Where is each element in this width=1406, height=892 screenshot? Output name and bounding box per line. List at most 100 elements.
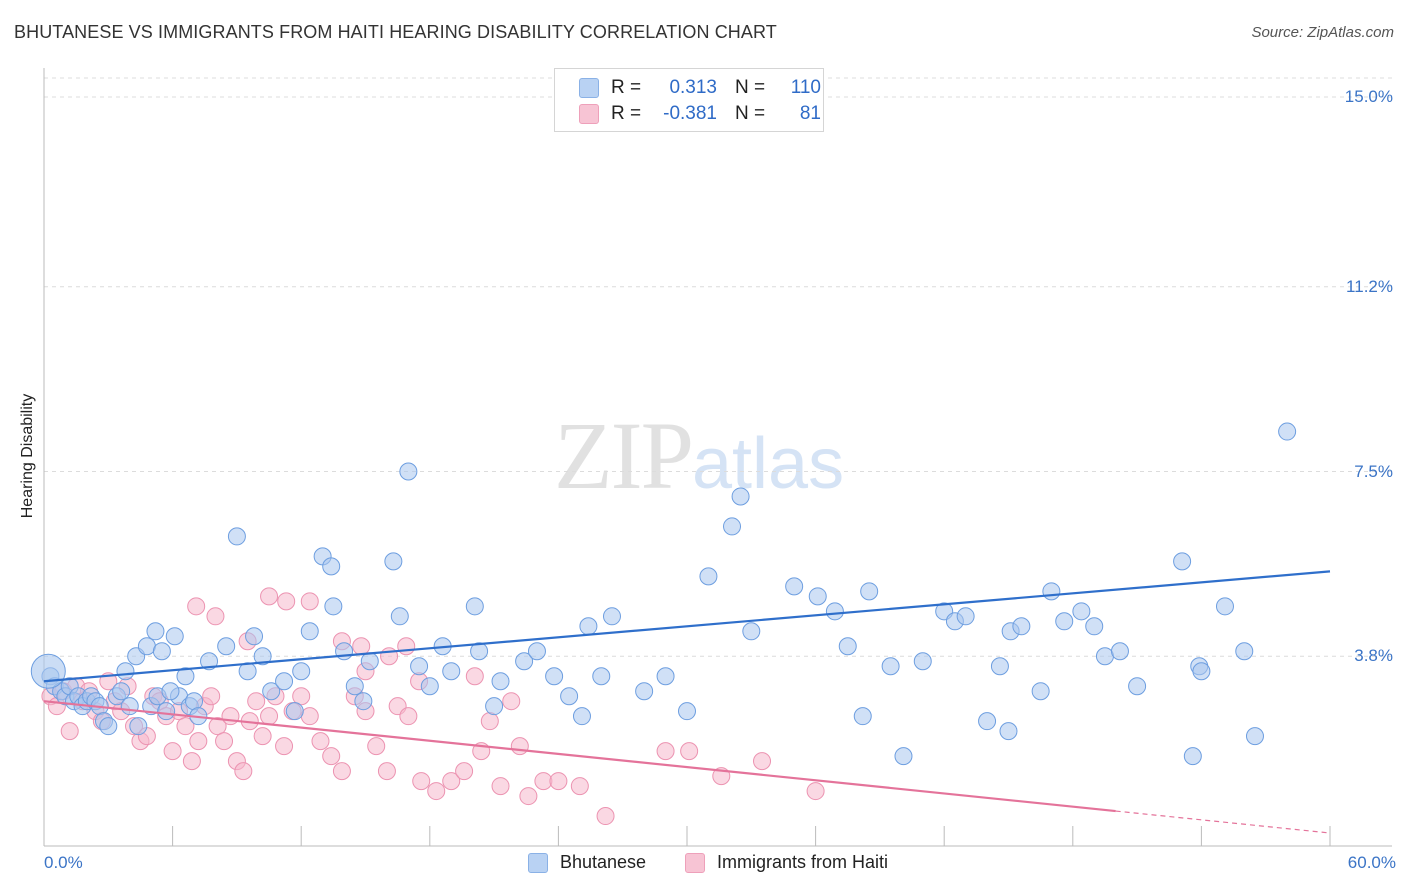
bhutanese-point [999,722,1018,741]
bhutanese-point [161,682,180,701]
watermark-atlas: atlas [692,424,845,504]
haiti-point [510,737,529,756]
haiti-point [680,742,699,761]
bhutanese-point [157,702,176,721]
bhutanese-point [656,667,675,686]
bhutanese-point [112,682,131,701]
bhutanese-point [699,567,718,586]
bhutanese-point [515,652,534,671]
y-tick-label: 7.5% [1354,461,1393,481]
r-label: R = [611,77,642,98]
gridlines [44,77,1392,657]
bhutanese-point [678,702,696,721]
bhutanese-point [1173,552,1192,571]
haiti-point [465,667,484,686]
bhutanese-point [227,527,246,546]
legend-row-bhutanese: R = 0.313 N = 110 [579,76,821,100]
bhutanese-point [1110,642,1129,661]
haiti-point [215,732,234,751]
bhutanese-point [129,717,148,736]
y-tick-label: 3.8% [1354,646,1393,666]
haiti-point [427,782,446,801]
legend-swatch-pink [579,104,599,124]
bhutanese-point [731,487,750,506]
bhutanese-point [99,717,118,736]
haiti-point [234,762,253,781]
legend-label-haiti: Immigrants from Haiti [717,852,889,872]
haiti-point [480,712,499,731]
bhutanese-point [742,622,761,641]
bhutanese-point [1042,582,1061,601]
haiti-point [502,692,521,711]
legend-label-bhutanese: Bhutanese [560,852,647,872]
legend-swatch-pink [685,852,705,873]
bhutanese-point [152,642,171,661]
bhutanese-point [1072,602,1091,621]
bhutanese-point [322,557,341,576]
bhutanese-point [176,667,195,686]
n-label: N = [735,77,766,98]
bhutanese-point [592,667,611,686]
haiti-point [260,707,279,726]
bhutanese-point [808,587,827,606]
legend-swatch-blue [579,78,599,98]
haiti-point [187,597,206,616]
bhutanese-point [217,637,236,656]
haiti-point [399,707,418,726]
bhutanese-point [465,597,484,616]
watermark: ZIPatlas [554,400,844,511]
bhutanese-point [1128,677,1147,696]
trend-lines [43,570,1331,834]
bhutanese-point [1012,617,1031,636]
haiti-point [292,687,311,706]
haiti-point [277,592,296,611]
bhutanese-point [785,577,804,596]
bhutanese-point [137,637,156,656]
haiti-point [275,737,294,756]
bhutanese-point [853,707,872,726]
haiti-point [519,787,538,806]
bhutanese-point [1031,682,1050,701]
haiti-point [367,737,386,756]
haiti-point [455,762,474,781]
bhutanese-point [200,652,219,671]
n-value: 110 [790,77,821,98]
bhutanese-point [1278,422,1297,441]
bhutanese-point [116,662,135,681]
trend-line-haiti-extension [1115,810,1331,834]
haiti-point [163,742,182,761]
axes [43,68,1392,847]
bhutanese-point [165,627,184,646]
bhutanese-point [723,517,742,536]
bhutanese-point [825,602,844,621]
legend-item-haiti[interactable]: Immigrants from Haiti [685,852,888,873]
haiti-point [300,707,319,726]
haiti-point [60,722,79,741]
bhutanese-point [560,687,579,706]
bhutanese-point [978,712,997,731]
bhutanese-point [579,617,598,636]
haiti-point [352,637,371,656]
bhutanese-point [894,747,913,766]
bhutanese-point [185,692,204,711]
chart-title: BHUTANESE VS IMMIGRANTS FROM HAITI HEARI… [14,22,777,42]
stats-legend: R = 0.313 N = 110 R = -0.381 N = 81 [554,68,824,132]
bhutanese-point [990,657,1009,676]
legend-item-bhutanese[interactable]: Bhutanese [528,852,646,873]
haiti-point [189,732,208,751]
haiti-point [208,717,227,736]
haiti-point [247,692,266,711]
x-tick-label-min: 0.0% [44,853,83,872]
r-label: R = [611,103,642,124]
bhutanese-point [146,622,165,641]
haiti-point [412,772,431,791]
bhutanese-point [245,627,264,646]
series-haiti-points [41,587,825,826]
legend-swatch-blue [528,852,548,873]
bhutanese-point [442,662,461,681]
bhutanese-point [635,682,654,701]
haiti-point [397,637,416,656]
r-value: -0.381 [663,103,717,124]
bhutanese-point [838,637,857,656]
haiti-point [206,607,225,626]
